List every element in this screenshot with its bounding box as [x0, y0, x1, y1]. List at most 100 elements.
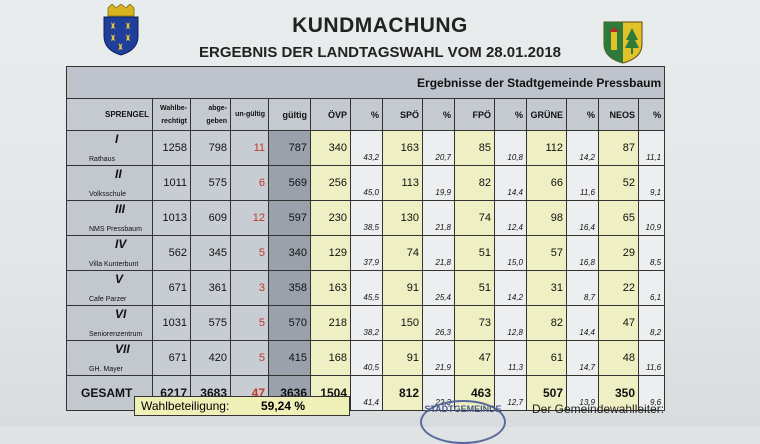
table-cell: 66 — [526, 165, 567, 201]
table-cell: 15,0 — [494, 235, 527, 271]
table-row: VI Seniorenzentrum 1031 575 5 570 218 38,2 150 26… — [66, 305, 666, 341]
table-cell: 22 — [598, 270, 639, 306]
table-cell: 40,5 — [350, 340, 383, 376]
sprengel-location: Cafe Parzer — [89, 296, 127, 303]
results-table: Ergebnisse der Stadtgemeinde Pressbaum S… — [65, 66, 666, 411]
column-header: Wahlbe-rechtigt — [152, 98, 191, 131]
table-cell: 82 — [454, 165, 495, 201]
table-row: III NMS Pressbaum 1013 609 12 597 230 38,5 130 21… — [66, 200, 666, 236]
column-header: FPÖ — [454, 98, 495, 131]
table-cell: 87 — [598, 130, 639, 166]
page-subtitle: ERGEBNIS DER LANDTAGSWAHL VOM 28.01.2018 — [198, 44, 562, 61]
table-cell: 37,9 — [350, 235, 383, 271]
table-cell: 340 — [310, 130, 351, 166]
table-cell: 361 — [190, 270, 231, 306]
table-cell: 38,5 — [350, 200, 383, 236]
table-cell: 787 — [268, 130, 311, 166]
table-cell: 507 — [526, 375, 567, 411]
table-cell: 1258 — [152, 130, 191, 166]
table-cell: 130 — [382, 200, 423, 236]
column-header: abge-geben — [190, 98, 231, 131]
turnout-label: Wahlbeteiligung: — [141, 399, 230, 413]
column-header: GRÜNE — [526, 98, 567, 131]
table-cell: 569 — [268, 165, 311, 201]
sprengel-number: I — [115, 132, 119, 146]
table-cell: 129 — [310, 235, 351, 271]
column-header: un-gültig — [230, 98, 269, 131]
column-header: % — [566, 98, 599, 131]
sprengel-cell: I Rathaus — [66, 130, 153, 166]
table-cell: 11,6 — [637, 340, 666, 376]
table-cell: 74 — [454, 200, 495, 236]
table-cell: 29 — [598, 235, 639, 271]
column-header: SPÖ — [382, 98, 423, 131]
table-cell: 570 — [268, 305, 311, 341]
table-cell: 168 — [310, 340, 351, 376]
table-cell: 5 — [230, 305, 269, 341]
table-cell: 671 — [152, 270, 191, 306]
table-cell: 575 — [190, 305, 231, 341]
table-cell: 10,9 — [637, 200, 666, 236]
sprengel-cell: II Volksschule — [66, 165, 153, 201]
column-header: % — [637, 98, 666, 131]
table-cell: 51 — [454, 235, 495, 271]
sprengel-cell: III NMS Pressbaum — [66, 200, 153, 236]
table-cell: 74 — [382, 235, 423, 271]
table-cell: 358 — [268, 270, 311, 306]
pressbaum-coat-of-arms-icon — [603, 21, 643, 64]
total-label: GESAMT — [66, 375, 153, 411]
table-cell: 14,7 — [566, 340, 599, 376]
table-row: II Volksschule 1011 575 6 569 256 45,0 113 19,9 82… — [66, 165, 666, 201]
table-cell: 8,7 — [566, 270, 599, 306]
sprengel-number: II — [115, 167, 122, 181]
sprengel-number: VII — [115, 342, 130, 356]
table-cell: 420 — [190, 340, 231, 376]
table-row: V Cafe Parzer 671 361 3 358 163 45,5 91 25,4 51 14,… — [66, 270, 666, 306]
table-cell: 230 — [310, 200, 351, 236]
lower-austria-coat-of-arms-icon — [103, 4, 139, 56]
table-cell: 82 — [526, 305, 567, 341]
table-cell: 14,2 — [494, 270, 527, 306]
table-cell: 19,9 — [422, 165, 455, 201]
table-cell: 1031 — [152, 305, 191, 341]
table-cell: 26,3 — [422, 305, 455, 341]
table-cell: 38,2 — [350, 305, 383, 341]
table-cell: 3 — [230, 270, 269, 306]
sprengel-cell: IV Villa Kunterbunt — [66, 235, 153, 271]
table-cell: 597 — [268, 200, 311, 236]
table-cell: 13,9 — [566, 375, 599, 411]
table-cell: 21,9 — [422, 340, 455, 376]
table-cell: 14,4 — [494, 165, 527, 201]
table-cell: 163 — [382, 130, 423, 166]
stamp-text: STADTGEMEINDE — [424, 404, 502, 414]
column-header: NEOS — [598, 98, 639, 131]
table-cell: 21,8 — [422, 200, 455, 236]
table-row: IV Villa Kunterbunt 562 345 5 340 129 37,9 74 21,… — [66, 235, 666, 271]
table-cell: 41,4 — [350, 375, 383, 411]
table-cell: 671 — [152, 340, 191, 376]
table-cell: 45,0 — [350, 165, 383, 201]
table-cell: 6,1 — [637, 270, 666, 306]
table-cell: 12,8 — [494, 305, 527, 341]
table-cell: 14,2 — [566, 130, 599, 166]
table-caption: Ergebnisse der Stadtgemeinde Pressbaum — [65, 66, 666, 99]
sprengel-location: NMS Pressbaum — [89, 226, 142, 233]
table-cell: 798 — [190, 130, 231, 166]
sprengel-location: GH. Mayer — [89, 366, 123, 373]
table-cell: 5 — [230, 235, 269, 271]
table-cell: 5 — [230, 340, 269, 376]
table-cell: 6 — [230, 165, 269, 201]
table-cell: 45,5 — [350, 270, 383, 306]
table-cell: 218 — [310, 305, 351, 341]
table-cell: 21,8 — [422, 235, 455, 271]
table-cell: 52 — [598, 165, 639, 201]
table-row: VII GH. Mayer 671 420 5 415 168 40,5 91 21,9 47 11,… — [66, 340, 666, 376]
column-header: % — [350, 98, 383, 131]
sprengel-location: Seniorenzentrum — [89, 331, 143, 338]
table-cell: 91 — [382, 270, 423, 306]
sprengel-location: Rathaus — [89, 156, 116, 163]
table-cell: 48 — [598, 340, 639, 376]
table-cell: 9,6 — [637, 375, 666, 411]
table-cell: 61 — [526, 340, 567, 376]
table-cell: 340 — [268, 235, 311, 271]
